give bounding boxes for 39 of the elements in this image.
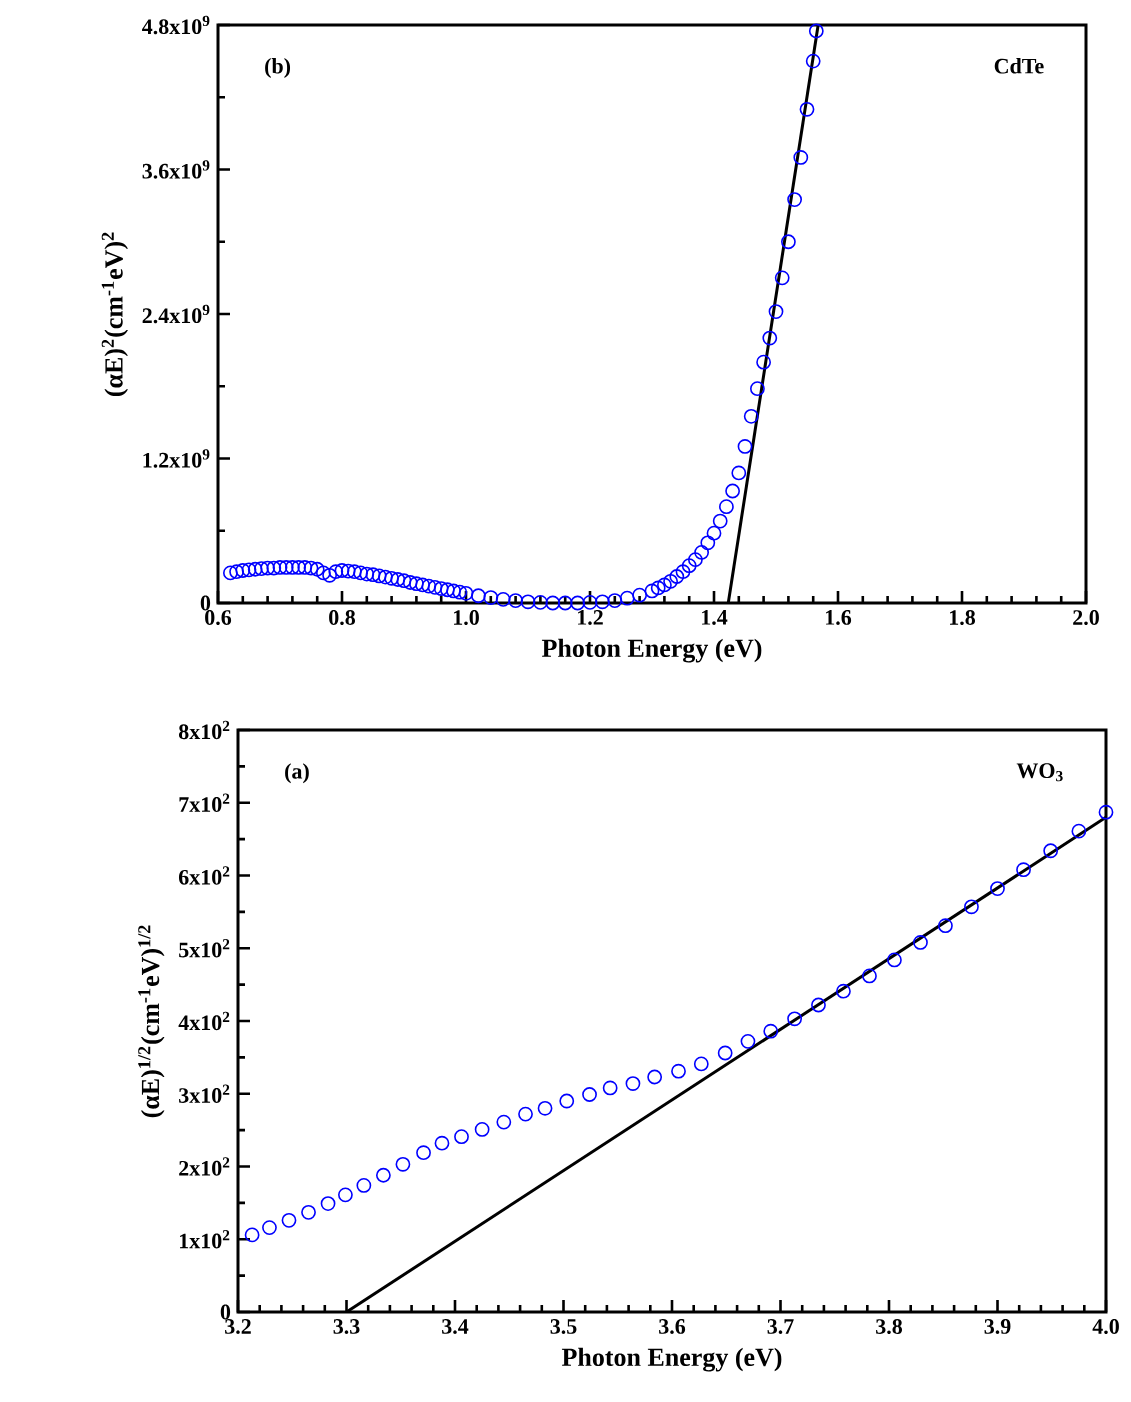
y-tick-label: 0	[200, 595, 211, 611]
x-tick-label: 0.8	[329, 610, 356, 625]
x-tick-label: 3.5	[550, 1319, 577, 1334]
x-tick-label: 3.9	[984, 1319, 1011, 1334]
y-tick-label: 2x10$^{2}$	[179, 1157, 230, 1176]
y-tick-label: 4.8x10$^{9}$	[142, 15, 210, 35]
x-tick-label: 1.8	[950, 610, 976, 625]
annotation: (b)	[265, 58, 291, 78]
x-tick-label: 1.2	[578, 610, 603, 625]
y-tick-label: 4x10$^{2}$	[178, 1011, 230, 1031]
annotation: WO$_{3}$	[1016, 763, 1063, 782]
x-tick-label: 1.0	[454, 610, 479, 625]
x-tick-label: 3.4	[442, 1319, 469, 1334]
y-axis-title: (αE)$^{2}$(cm$^{-1}$eV)$^{2}$	[101, 232, 128, 397]
y-tick-label: 1x10$^{2}$	[179, 1230, 230, 1249]
x-tick-label: 3.8	[876, 1319, 903, 1335]
x-tick-label: 3.6	[659, 1319, 686, 1334]
x-tick-label: 1.6	[826, 610, 852, 625]
x-tick-label: 3.2	[225, 1319, 251, 1334]
x-tick-label: 1.4	[702, 610, 728, 625]
x-axis-title: Photon Energy (eV)	[561, 1347, 782, 1372]
y-tick-label: 3.6x10$^{9}$	[142, 160, 210, 179]
y-axis-title: (αE)$^{1/2}$(cm$^{-1}$eV)$^{1/2}$	[138, 925, 165, 1118]
y-tick-label: 2.4x10$^{9}$	[142, 304, 210, 324]
x-tick-label: 4.0	[1092, 1319, 1119, 1335]
x-tick-label: 3.3	[333, 1319, 360, 1334]
annotation: CdTe	[994, 58, 1044, 74]
x-tick-label: 3.7	[767, 1319, 794, 1334]
y-tick-label: 6x10$^{2}$	[178, 866, 230, 885]
y-tick-label: 8x10$^{2}$	[178, 720, 230, 740]
x-axis-title: Photon Energy (eV)	[541, 638, 762, 663]
x-tick-label: 0.6	[205, 610, 232, 625]
y-tick-label: 3x10$^{2}$	[179, 1084, 230, 1103]
y-tick-label: 7x10$^{2}$	[179, 793, 230, 812]
annotation: (a)	[285, 763, 309, 784]
y-tick-label: 5x10$^{2}$	[179, 939, 230, 958]
y-tick-label: 0	[220, 1304, 231, 1320]
x-tick-label: 2.0	[1073, 610, 1099, 625]
y-tick-label: 1.2x10$^{9}$	[143, 449, 210, 468]
